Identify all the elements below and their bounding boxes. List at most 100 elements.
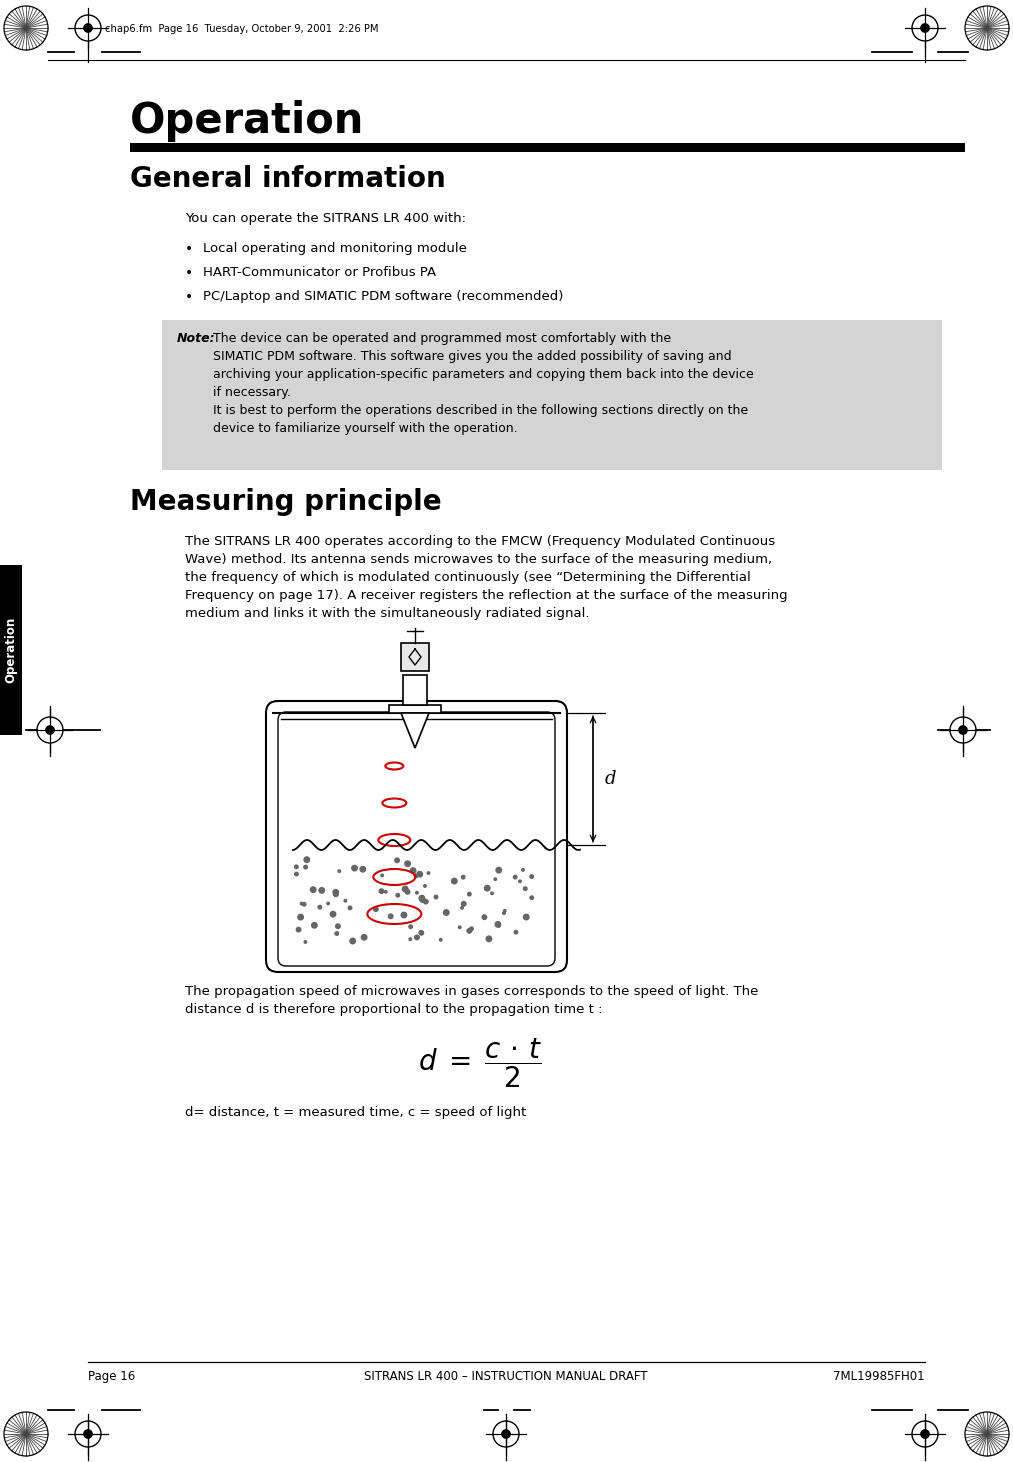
Circle shape [349, 939, 356, 944]
Circle shape [462, 902, 466, 906]
Bar [401, 643, 428, 671]
Circle shape [302, 902, 306, 906]
Text: You can operate the SITRANS LR 400 with:: You can operate the SITRANS LR 400 with: [185, 212, 466, 225]
Circle shape [312, 923, 317, 928]
Text: d= distance, t = measured time, c = speed of light: d= distance, t = measured time, c = spee… [185, 1105, 526, 1118]
Text: SITRANS LR 400 – INSTRUCTION MANUAL DRAFT: SITRANS LR 400 – INSTRUCTION MANUAL DRAF… [365, 1370, 647, 1383]
Circle shape [470, 927, 473, 930]
Circle shape [362, 934, 367, 940]
Text: Local operating and monitoring module: Local operating and monitoring module [203, 243, 467, 254]
Circle shape [490, 892, 493, 895]
Circle shape [440, 939, 442, 942]
Bar [162, 320, 942, 469]
Circle shape [461, 906, 463, 909]
Circle shape [494, 879, 496, 880]
Circle shape [414, 936, 419, 940]
Circle shape [296, 927, 301, 931]
Circle shape [295, 866, 298, 868]
Text: 7ML19985FH01: 7ML19985FH01 [834, 1370, 925, 1383]
Text: Operation: Operation [4, 617, 17, 683]
Circle shape [330, 911, 335, 917]
Circle shape [374, 906, 378, 911]
Circle shape [310, 887, 316, 892]
Circle shape [435, 895, 438, 899]
Circle shape [444, 909, 449, 915]
Circle shape [338, 870, 340, 873]
Circle shape [496, 867, 501, 873]
Text: The propagation speed of microwaves in gases corresponds to the speed of light. : The propagation speed of microwaves in g… [185, 985, 759, 999]
Circle shape [327, 902, 329, 905]
Circle shape [959, 725, 967, 734]
Circle shape [409, 925, 412, 928]
Text: Operation: Operation [130, 99, 365, 142]
Text: General information: General information [130, 165, 446, 193]
Circle shape [405, 861, 410, 867]
Circle shape [335, 931, 338, 936]
Text: $d\;=\;\dfrac{c\,\cdot\,t}{\;2\;}$: $d\;=\;\dfrac{c\,\cdot\,t}{\;2\;}$ [417, 1037, 542, 1089]
Circle shape [410, 868, 415, 873]
Circle shape [405, 890, 410, 895]
Circle shape [304, 866, 307, 868]
Bar [130, 143, 965, 152]
Circle shape [348, 906, 352, 909]
Circle shape [515, 930, 518, 934]
Circle shape [427, 871, 430, 874]
Text: distance d is therefore proportional to the propagation time t :: distance d is therefore proportional to … [185, 1003, 603, 1016]
Text: The device can be operated and programmed most comfortably with the
SIMATIC PDM : The device can be operated and programme… [213, 332, 754, 436]
Circle shape [417, 871, 422, 877]
Circle shape [514, 876, 517, 879]
Circle shape [304, 940, 307, 943]
Circle shape [420, 899, 423, 902]
Circle shape [519, 880, 522, 883]
Circle shape [921, 23, 929, 32]
Bar [0, 564, 22, 735]
Circle shape [318, 905, 321, 909]
Circle shape [295, 873, 298, 876]
Circle shape [381, 874, 383, 877]
Circle shape [497, 924, 500, 927]
Circle shape [419, 895, 424, 901]
Circle shape [344, 899, 346, 902]
Circle shape [396, 893, 399, 898]
Text: •: • [185, 266, 193, 281]
Circle shape [298, 914, 303, 920]
Circle shape [530, 896, 534, 899]
Circle shape [333, 889, 338, 895]
Circle shape [459, 925, 461, 928]
Circle shape [311, 887, 314, 892]
Circle shape [395, 858, 399, 863]
Circle shape [84, 1430, 92, 1439]
Text: Page 16: Page 16 [88, 1370, 136, 1383]
Circle shape [486, 936, 491, 942]
Circle shape [414, 874, 417, 877]
Circle shape [524, 914, 529, 920]
Circle shape [482, 915, 486, 920]
Circle shape [530, 874, 534, 879]
Text: PC/Laptop and SIMATIC PDM software (recommended): PC/Laptop and SIMATIC PDM software (reco… [203, 289, 563, 303]
Circle shape [379, 889, 384, 893]
Circle shape [319, 887, 324, 893]
FancyBboxPatch shape [278, 712, 555, 966]
Circle shape [461, 876, 465, 879]
Circle shape [501, 1430, 511, 1439]
Text: chap6.fm  Page 16  Tuesday, October 9, 2001  2:26 PM: chap6.fm Page 16 Tuesday, October 9, 200… [105, 23, 379, 34]
Bar [389, 705, 441, 713]
Bar [403, 675, 427, 705]
Circle shape [352, 866, 358, 871]
Circle shape [84, 23, 92, 32]
Text: Measuring principle: Measuring principle [130, 488, 442, 516]
Text: d: d [605, 770, 617, 788]
FancyBboxPatch shape [266, 700, 567, 972]
Circle shape [502, 912, 505, 914]
Circle shape [423, 885, 426, 887]
Circle shape [402, 886, 408, 892]
Circle shape [468, 892, 471, 896]
Text: •: • [185, 243, 193, 256]
Circle shape [415, 892, 418, 893]
Circle shape [304, 857, 310, 863]
Circle shape [423, 899, 428, 904]
Polygon shape [401, 713, 428, 749]
Circle shape [335, 924, 340, 928]
Circle shape [524, 887, 527, 890]
Circle shape [452, 879, 457, 883]
